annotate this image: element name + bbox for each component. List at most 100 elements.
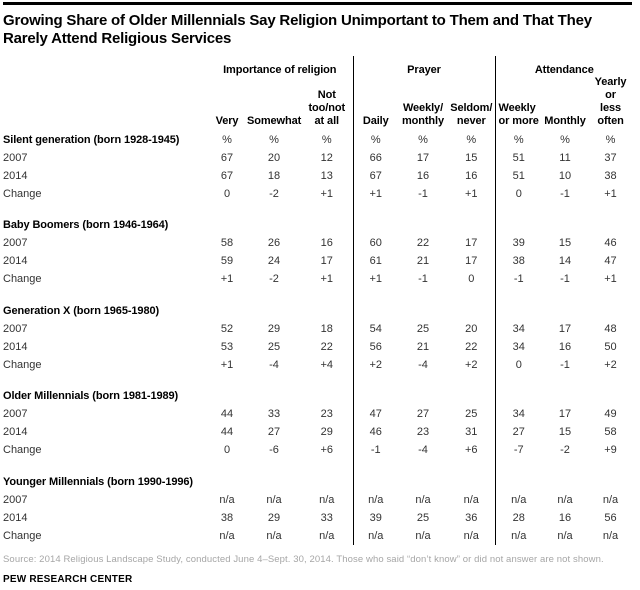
value-cell: 67 [220, 151, 234, 164]
value-cell: 34 [494, 338, 543, 356]
value-cell: n/a [557, 493, 573, 506]
spacer-cell [207, 374, 247, 406]
spacer-cell [542, 203, 588, 235]
table-row: Change 0 -2 +1 +1 -1 +1 0 -1 +1 [3, 185, 633, 203]
value-cell: n/a [415, 529, 431, 542]
value-cell: 12 [320, 151, 333, 164]
row-label: 2014 [3, 255, 28, 267]
row-label-spacer [3, 56, 207, 76]
spacer-cell [494, 459, 543, 491]
row-label: 2007 [3, 493, 28, 506]
value-cell: n/a [557, 529, 573, 542]
value-cell: 0 [223, 444, 231, 456]
table-row: Change +1 -2 +1 +1 -1 0 -1 -1 +1 [3, 270, 633, 289]
column-header: Seldom/ never [450, 102, 493, 127]
value-cell: 15 [465, 151, 478, 164]
spacer-cell [542, 374, 588, 406]
value-cell: +1 [320, 273, 334, 285]
value-cell: +1 [604, 187, 617, 200]
value-cell: -4 [418, 444, 428, 456]
value-cell: n/a [494, 491, 543, 509]
value-cell: 28 [494, 509, 543, 527]
value-cell: 53 [220, 340, 234, 353]
value-cell: 67 [352, 167, 398, 185]
unit-cell: % [222, 133, 232, 146]
value-cell: 51 [494, 149, 543, 167]
value-cell: 18 [267, 169, 281, 182]
value-cell: 48 [604, 322, 617, 335]
column-header: Monthly [544, 115, 586, 127]
value-cell: 15 [558, 237, 572, 249]
value-cell: 27 [267, 426, 281, 438]
value-cell: +1 [464, 187, 478, 200]
top-accent-bar [3, 2, 632, 5]
generation-group-row: Generation X (born 1965-1980) [3, 288, 633, 321]
column-header: Daily [352, 76, 398, 131]
value-cell: +1 [320, 187, 334, 200]
spacer-cell [247, 374, 301, 406]
value-cell: 52 [220, 322, 234, 335]
generation-group-row: Silent generation (born 1928-1945)%%%%%%… [3, 131, 633, 149]
value-cell: 61 [352, 252, 398, 271]
spacer-cell [588, 203, 633, 235]
row-label: 2014 [3, 169, 28, 182]
column-header: Somewhat [247, 115, 302, 127]
source-note: Source: 2014 Religious Landscape Study, … [3, 554, 604, 565]
row-label: Change [3, 273, 42, 285]
value-cell: 16 [320, 237, 333, 249]
value-cell: -4 [269, 358, 279, 371]
value-cell: n/a [219, 529, 235, 542]
generation-group-label: Baby Boomers (born 1946-1964) [3, 219, 169, 231]
value-cell: 16 [416, 169, 430, 182]
spacer-cell [588, 460, 633, 492]
row-label: 2007 [3, 151, 28, 164]
table-row: Change n/a n/a n/a n/a n/a n/a n/a n/a n/a [3, 527, 633, 545]
row-label: Change [3, 444, 42, 456]
column-group-attendance: Attendance [494, 56, 634, 76]
value-cell: -2 [269, 187, 279, 200]
value-cell: n/a [319, 529, 335, 542]
spacer-cell [588, 374, 633, 406]
value-cell: 47 [352, 405, 398, 424]
spacer-cell [494, 288, 543, 320]
table-row: 2014 67 18 13 67 16 16 51 10 38 [3, 167, 633, 185]
spacer-cell [301, 203, 353, 235]
value-cell: 46 [604, 237, 617, 249]
value-cell: +2 [464, 358, 478, 371]
spacer-cell [542, 289, 588, 321]
value-cell: 25 [416, 322, 430, 335]
value-cell: 31 [465, 426, 478, 438]
value-cell: +9 [604, 444, 617, 456]
unit-cell: % [466, 133, 477, 146]
value-cell: n/a [415, 493, 431, 506]
value-cell: 29 [320, 426, 333, 438]
value-cell: n/a [463, 493, 479, 506]
value-cell: n/a [602, 493, 619, 506]
column-header: Yearly or less often [594, 76, 627, 127]
value-cell: 49 [604, 408, 617, 420]
value-cell: 25 [465, 408, 478, 420]
value-cell: n/a [266, 493, 282, 506]
spacer-cell [207, 289, 247, 321]
row-label: 2007 [3, 237, 28, 249]
unit-cell: % [269, 133, 279, 146]
value-cell: 26 [267, 237, 281, 249]
table-row: 2007 n/a n/a n/a n/a n/a n/a n/a n/a n/a [3, 491, 633, 509]
generation-group-row: Younger Millennials (born 1990-1996) [3, 459, 633, 492]
value-cell: 17 [416, 151, 430, 164]
value-cell: 44 [220, 408, 234, 420]
value-cell: n/a [266, 529, 282, 542]
table-row: 2014 44 27 29 46 23 31 27 15 58 [3, 423, 633, 442]
value-cell: 50 [604, 340, 617, 353]
value-cell: n/a [352, 527, 398, 545]
value-cell: 17 [558, 408, 572, 420]
value-cell: -2 [560, 444, 570, 456]
value-cell: 23 [416, 426, 430, 438]
value-cell: n/a [219, 493, 235, 506]
row-label: Change [3, 529, 42, 542]
unit-cell: % [418, 133, 428, 146]
unit-cell: % [321, 133, 332, 146]
spacer-cell [398, 374, 448, 406]
spacer-cell [207, 203, 247, 235]
